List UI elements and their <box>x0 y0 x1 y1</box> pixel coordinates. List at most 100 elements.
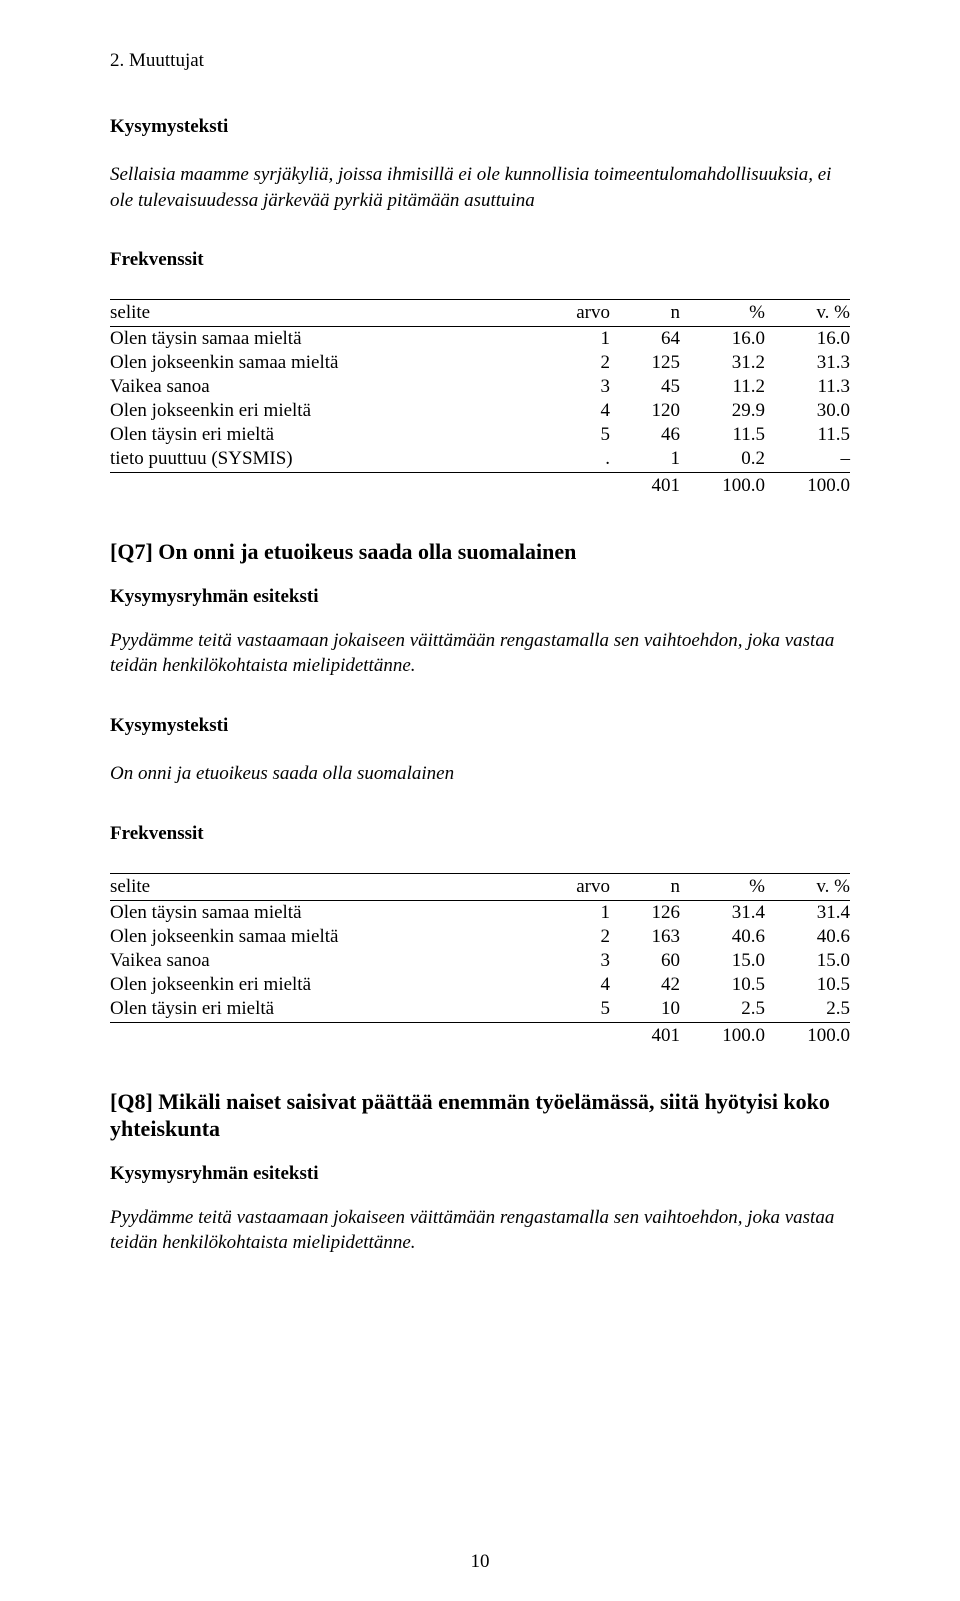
cell-p: 16.0 <box>680 327 765 352</box>
col-n: n <box>610 300 680 327</box>
cell-label: Olen jokseenkin eri mieltä <box>110 399 540 423</box>
cell-p: 11.5 <box>680 423 765 447</box>
cell-p: 15.0 <box>680 949 765 973</box>
cell-n: 120 <box>610 399 680 423</box>
kysymysryhma-label: Kysymysryhmän esiteksti <box>110 586 850 608</box>
cell-arvo: 5 <box>540 423 610 447</box>
cell-label: Olen täysin samaa mieltä <box>110 900 540 925</box>
cell-arvo: 3 <box>540 949 610 973</box>
cell-vp: 11.3 <box>765 375 850 399</box>
total-n: 401 <box>610 1022 680 1048</box>
cell-arvo: 4 <box>540 399 610 423</box>
cell-label: Olen täysin eri mieltä <box>110 997 540 1023</box>
col-vpct: v. % <box>765 873 850 900</box>
table-row: Olen täysin eri mieltä 5 10 2.5 2.5 <box>110 997 850 1023</box>
cell-label: Olen jokseenkin samaa mieltä <box>110 925 540 949</box>
col-arvo: arvo <box>540 300 610 327</box>
cell-vp: 31.4 <box>765 900 850 925</box>
cell-n: 10 <box>610 997 680 1023</box>
frekvenssit-label: Frekvenssit <box>110 249 850 271</box>
cell-p: 31.4 <box>680 900 765 925</box>
cell-label: Olen jokseenkin eri mieltä <box>110 973 540 997</box>
cell-vp: 11.5 <box>765 423 850 447</box>
col-selite: selite <box>110 300 540 327</box>
cell-p: 31.2 <box>680 351 765 375</box>
cell-p: 40.6 <box>680 925 765 949</box>
cell-label: Olen jokseenkin samaa mieltä <box>110 351 540 375</box>
table-row: Olen täysin samaa mieltä 1 64 16.0 16.0 <box>110 327 850 352</box>
cell-n: 45 <box>610 375 680 399</box>
page-number: 10 <box>0 1551 960 1573</box>
table-row: Olen täysin eri mieltä 5 46 11.5 11.5 <box>110 423 850 447</box>
table-header-row: selite arvo n % v. % <box>110 873 850 900</box>
cell-arvo: 2 <box>540 925 610 949</box>
q6-table: selite arvo n % v. % Olen täysin samaa m… <box>110 299 850 498</box>
cell-vp: – <box>765 447 850 473</box>
document-page: 2. Muuttujat Kysymysteksti Sellaisia maa… <box>0 0 960 1601</box>
table-row: Olen täysin samaa mieltä 1 126 31.4 31.4 <box>110 900 850 925</box>
col-arvo: arvo <box>540 873 610 900</box>
table-row: Olen jokseenkin samaa mieltä 2 125 31.2 … <box>110 351 850 375</box>
table-row: Olen jokseenkin samaa mieltä 2 163 40.6 … <box>110 925 850 949</box>
cell-n: 163 <box>610 925 680 949</box>
table-row: Vaikea sanoa 3 45 11.2 11.3 <box>110 375 850 399</box>
cell-label: Vaikea sanoa <box>110 375 540 399</box>
frekvenssit-label: Frekvenssit <box>110 823 850 845</box>
cell-arvo: 4 <box>540 973 610 997</box>
cell-n: 46 <box>610 423 680 447</box>
cell-vp: 10.5 <box>765 973 850 997</box>
total-vp: 100.0 <box>765 1022 850 1048</box>
col-pct: % <box>680 873 765 900</box>
cell-n: 64 <box>610 327 680 352</box>
cell-n: 126 <box>610 900 680 925</box>
cell-arvo: . <box>540 447 610 473</box>
kysymysryhma-label: Kysymysryhmän esiteksti <box>110 1163 850 1185</box>
table-total-row: 401 100.0 100.0 <box>110 1022 850 1048</box>
q8-pretext: Pyydämme teitä vastaamaan jokaiseen väit… <box>110 1205 850 1256</box>
table-header-row: selite arvo n % v. % <box>110 300 850 327</box>
q7-question-text: On onni ja etuoikeus saada olla suomalai… <box>110 761 850 787</box>
kysymysteksti-label: Kysymysteksti <box>110 116 850 138</box>
cell-label: tieto puuttuu (SYSMIS) <box>110 447 540 473</box>
q7-heading: [Q7] On onni ja etuoikeus saada olla suo… <box>110 538 850 566</box>
cell-n: 125 <box>610 351 680 375</box>
cell-arvo: 2 <box>540 351 610 375</box>
cell-vp: 31.3 <box>765 351 850 375</box>
cell-p: 0.2 <box>680 447 765 473</box>
kysymysteksti-label: Kysymysteksti <box>110 715 850 737</box>
table-row: Vaikea sanoa 3 60 15.0 15.0 <box>110 949 850 973</box>
col-n: n <box>610 873 680 900</box>
cell-arvo: 3 <box>540 375 610 399</box>
total-vp: 100.0 <box>765 473 850 499</box>
table-row: Olen jokseenkin eri mieltä 4 42 10.5 10.… <box>110 973 850 997</box>
table-row: tieto puuttuu (SYSMIS) . 1 0.2 – <box>110 447 850 473</box>
page-header: 2. Muuttujat <box>110 50 850 72</box>
cell-n: 60 <box>610 949 680 973</box>
total-p: 100.0 <box>680 473 765 499</box>
cell-vp: 30.0 <box>765 399 850 423</box>
cell-vp: 2.5 <box>765 997 850 1023</box>
col-selite: selite <box>110 873 540 900</box>
cell-p: 11.2 <box>680 375 765 399</box>
q8-heading: [Q8] Mikäli naiset saisivat päättää enem… <box>110 1088 850 1143</box>
cell-p: 2.5 <box>680 997 765 1023</box>
total-p: 100.0 <box>680 1022 765 1048</box>
cell-p: 29.9 <box>680 399 765 423</box>
total-n: 401 <box>610 473 680 499</box>
cell-vp: 15.0 <box>765 949 850 973</box>
cell-p: 10.5 <box>680 973 765 997</box>
cell-vp: 40.6 <box>765 925 850 949</box>
q7-pretext: Pyydämme teitä vastaamaan jokaiseen väit… <box>110 628 850 679</box>
cell-label: Olen täysin eri mieltä <box>110 423 540 447</box>
cell-n: 42 <box>610 973 680 997</box>
col-pct: % <box>680 300 765 327</box>
cell-arvo: 1 <box>540 900 610 925</box>
cell-n: 1 <box>610 447 680 473</box>
table-total-row: 401 100.0 100.0 <box>110 473 850 499</box>
q6-question-text: Sellaisia maamme syrjäkyliä, joissa ihmi… <box>110 162 850 213</box>
cell-label: Olen täysin samaa mieltä <box>110 327 540 352</box>
q7-table: selite arvo n % v. % Olen täysin samaa m… <box>110 873 850 1048</box>
cell-arvo: 5 <box>540 997 610 1023</box>
cell-arvo: 1 <box>540 327 610 352</box>
table-row: Olen jokseenkin eri mieltä 4 120 29.9 30… <box>110 399 850 423</box>
